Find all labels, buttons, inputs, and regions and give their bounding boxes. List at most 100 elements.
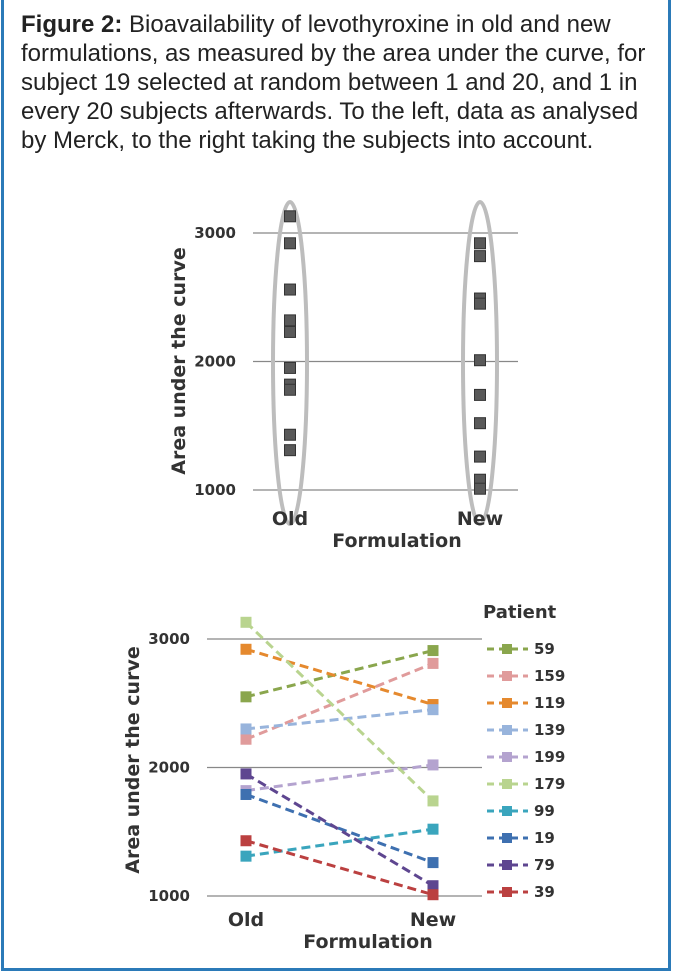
caption-label: Figure 2:: [21, 11, 123, 38]
legend-item-139: 139: [487, 721, 565, 739]
series-19: [240, 788, 439, 869]
series-line: [245, 649, 434, 699]
series-point: [240, 788, 252, 800]
x-axis-label: Formulation: [332, 530, 461, 552]
legend-item-79: 79: [487, 856, 555, 874]
legend-item-199: 199: [487, 748, 565, 766]
series-line: [245, 839, 434, 897]
data-point: [284, 237, 296, 250]
series-point: [240, 768, 252, 780]
data-point: [284, 383, 296, 396]
caption-text: Bioavailability of levothyroxine in old …: [21, 11, 646, 154]
legend-swatch-marker: [502, 671, 512, 681]
data-point: [284, 283, 296, 296]
y-tick-label: 3000: [148, 630, 190, 648]
series-79: [240, 768, 439, 892]
series-179: [240, 616, 439, 807]
category-label-new: New: [410, 909, 456, 931]
line-chart: 1000 2000 3000 Old New Patient 59 159 119 139 1…: [122, 602, 565, 953]
series-99: [240, 823, 439, 862]
legend-label: 59: [534, 640, 555, 658]
data-point: [474, 388, 486, 401]
legend-item-119: 119: [487, 694, 565, 712]
legend-label: 99: [534, 802, 555, 820]
legend: Patient 59 159 119 139 199 179 99 19 79 39: [483, 602, 565, 901]
series-point: [427, 645, 439, 657]
data-point: [284, 210, 296, 223]
legend-label: 119: [534, 694, 565, 712]
y-tick-labels: 1000 2000 3000: [194, 224, 236, 499]
series-point: [240, 643, 252, 655]
series-139: [240, 704, 439, 735]
series-line: [245, 827, 434, 858]
legend-item-99: 99: [487, 802, 555, 820]
series-point: [240, 691, 252, 703]
legend-swatch-marker: [502, 887, 512, 897]
category-label-old: Old: [228, 909, 264, 931]
series-point: [427, 857, 439, 869]
y-tick-label: 2000: [148, 759, 190, 777]
y-tick-label: 1000: [194, 481, 236, 499]
data-point: [474, 417, 486, 430]
legend-item-159: 159: [487, 667, 565, 685]
legend-item-39: 39: [487, 883, 555, 901]
legend-swatch-marker: [502, 806, 512, 816]
data-point: [474, 450, 486, 463]
data-point: [474, 354, 486, 367]
legend-swatch-marker: [502, 752, 512, 762]
x-axis-label: Formulation: [303, 931, 432, 953]
data-point: [284, 361, 296, 374]
legend-label: 159: [534, 667, 565, 685]
category-label-new: New: [457, 508, 503, 530]
y-tick-label: 1000: [148, 887, 190, 905]
data-point: [284, 314, 296, 327]
data-point: [284, 444, 296, 457]
y-axis-label: Area under the curve: [122, 646, 144, 873]
patient-lines: [240, 616, 439, 901]
legend-label: 19: [534, 829, 555, 847]
data-point: [474, 250, 486, 263]
series-line: [245, 708, 434, 731]
series-point: [427, 823, 439, 835]
series-point: [240, 850, 252, 862]
scatter-chart: 1000 2000 3000 Old New Formulation Area und…: [168, 200, 518, 552]
legend-label: 199: [534, 748, 565, 766]
series-point: [427, 795, 439, 807]
legend-item-59: 59: [487, 640, 555, 658]
ellipse-new: [461, 200, 499, 526]
y-tick-label: 2000: [194, 353, 236, 371]
series-159: [240, 657, 439, 745]
series-line: [244, 621, 435, 802]
series-point: [427, 704, 439, 716]
legend-swatch-marker: [502, 833, 512, 843]
series-59: [240, 645, 439, 703]
series-point: [427, 889, 439, 901]
series-point: [427, 759, 439, 771]
legend-swatch-marker: [502, 644, 512, 654]
category-ellipses: [271, 200, 499, 526]
x-category-labels: Old New: [272, 508, 503, 530]
x-category-labels: Old New: [228, 909, 456, 931]
series-line: [245, 772, 434, 888]
data-point: [474, 297, 486, 310]
data-point: [284, 325, 296, 338]
data-point: [284, 428, 296, 441]
series-39: [240, 835, 439, 901]
legend-swatch-marker: [502, 698, 512, 708]
series-point: [240, 733, 252, 745]
series-point: [427, 657, 439, 669]
data-point: [474, 237, 486, 250]
legend-swatch-marker: [502, 725, 512, 735]
series-line: [245, 647, 434, 706]
legend-item-179: 179: [487, 775, 565, 793]
data-point: [474, 482, 486, 495]
series-line: [245, 763, 434, 793]
legend-title: Patient: [483, 602, 557, 623]
category-label-old: Old: [272, 508, 308, 530]
ellipse-old: [271, 200, 309, 526]
legend-label: 179: [534, 775, 565, 793]
series-point: [240, 616, 252, 628]
y-tick-label: 3000: [194, 224, 236, 242]
legend-item-19: 19: [487, 829, 555, 847]
